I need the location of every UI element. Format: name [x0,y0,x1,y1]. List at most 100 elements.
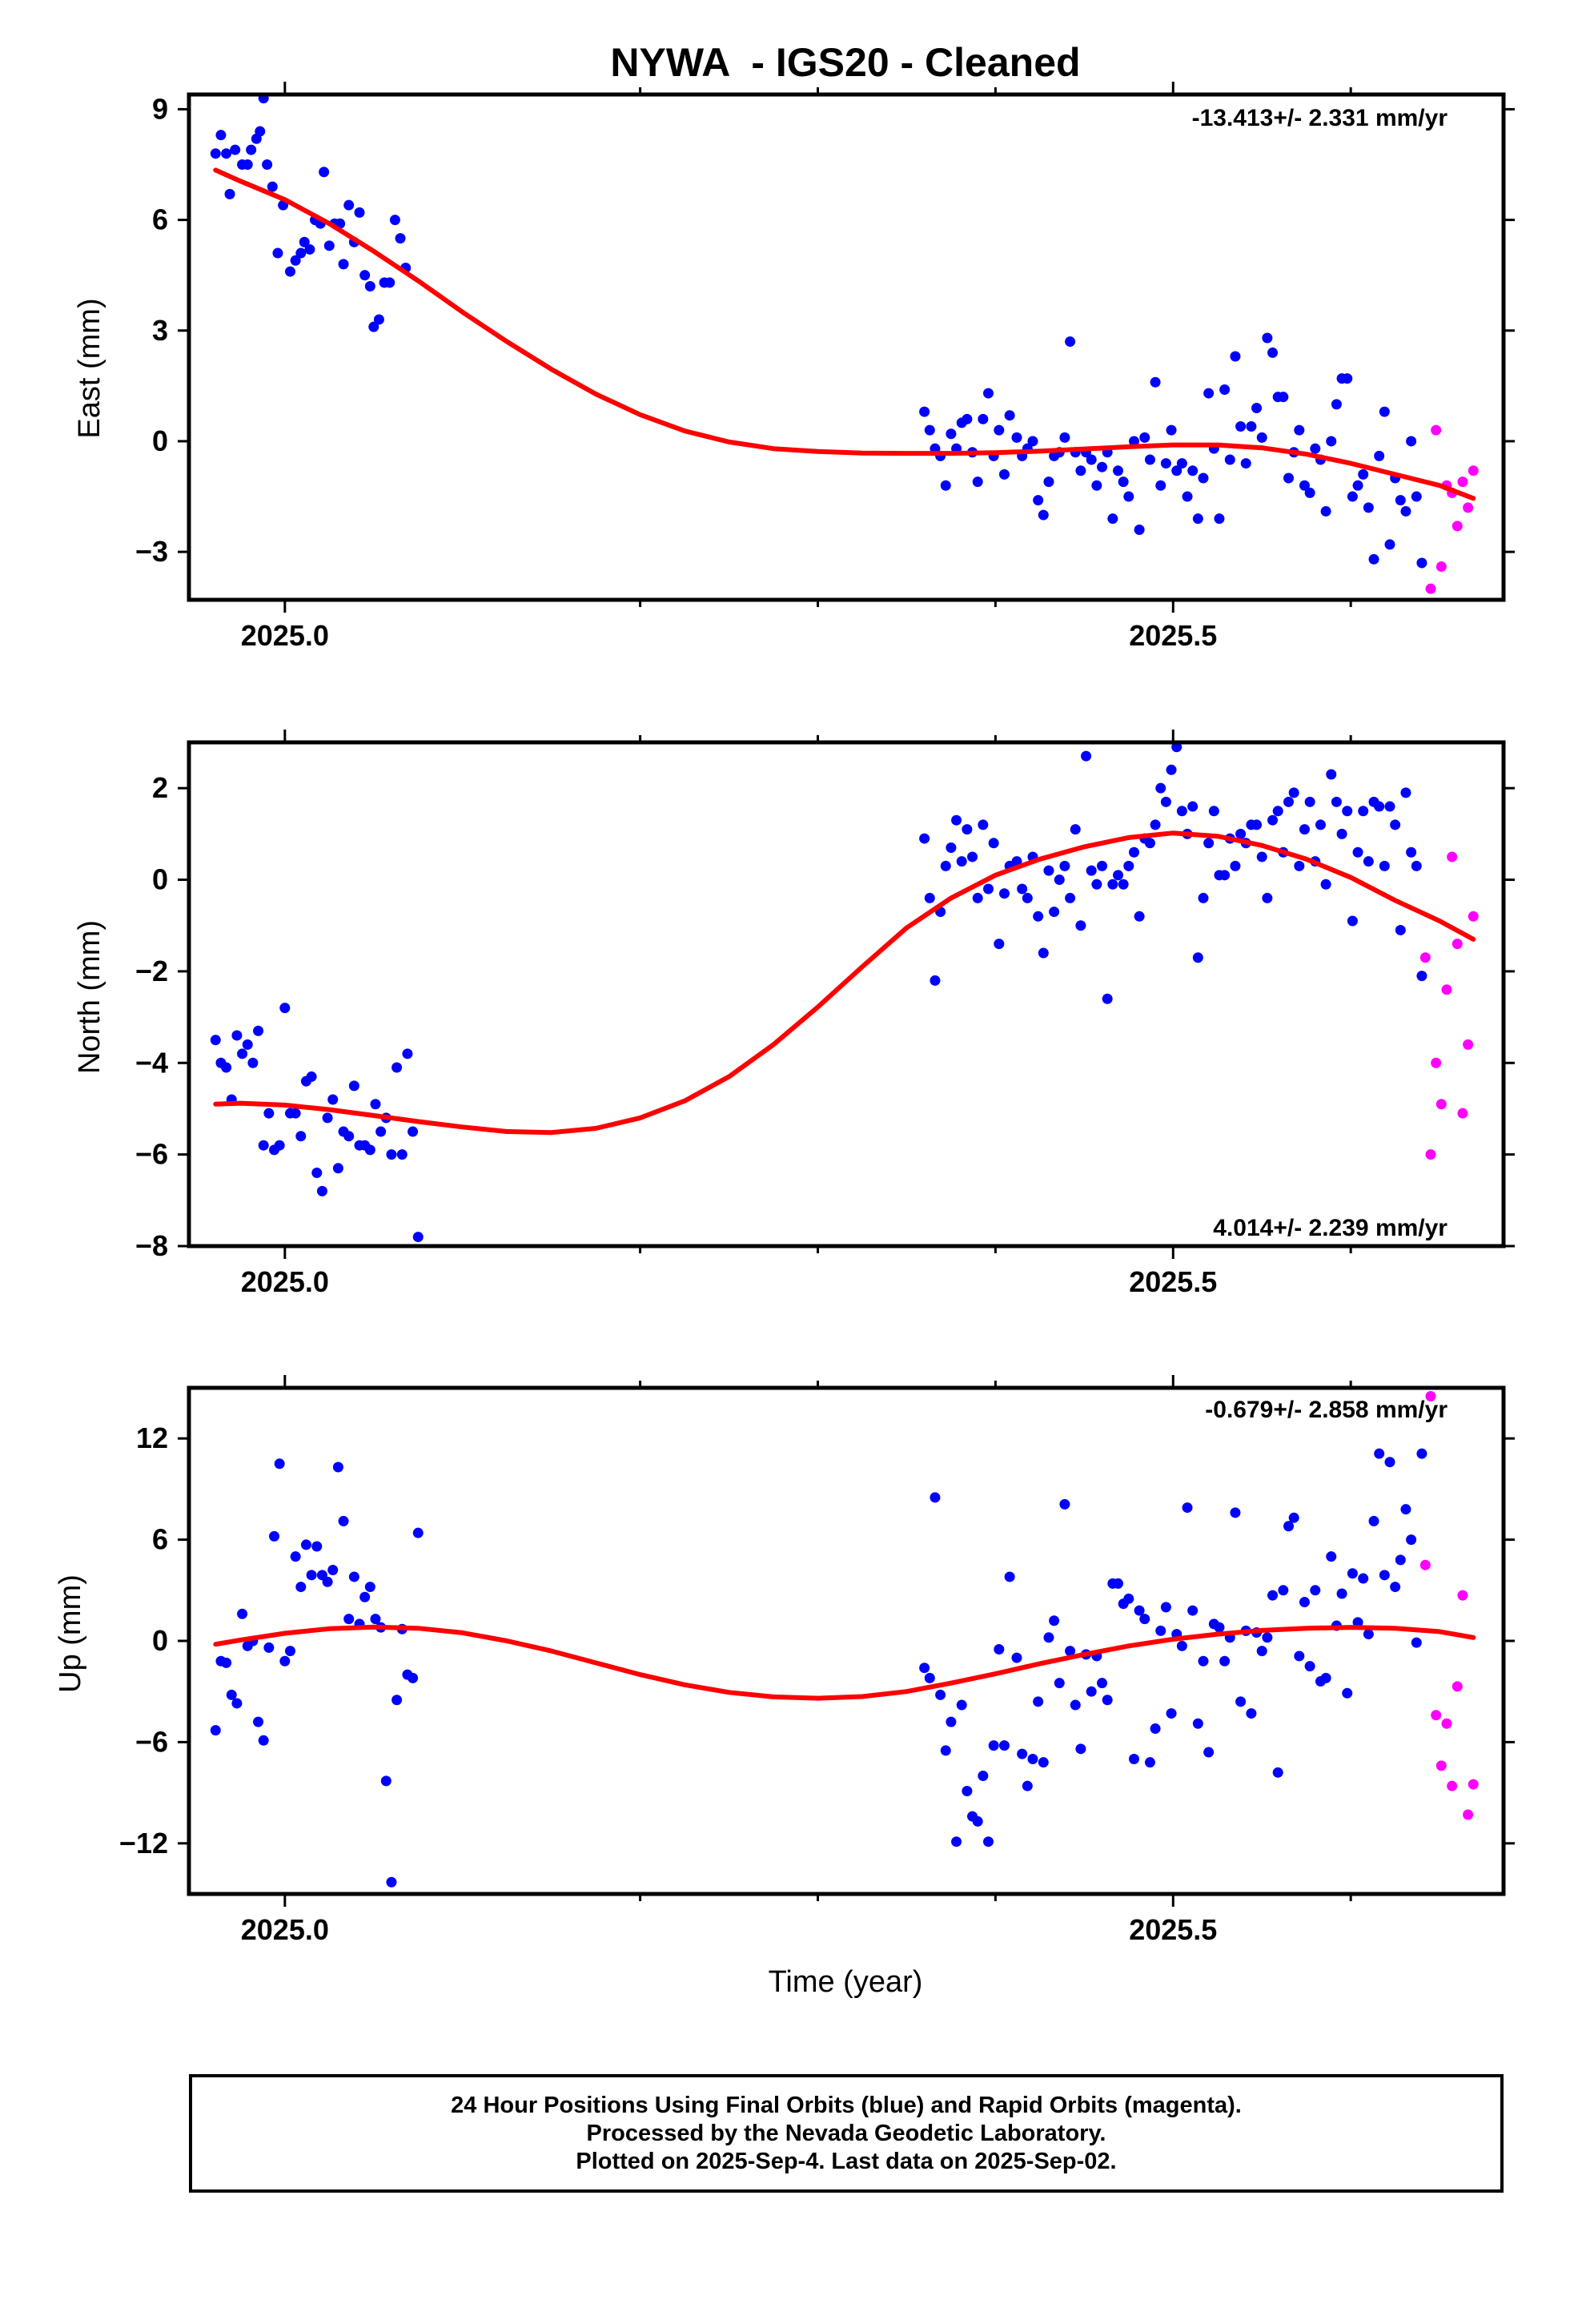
north-final-point [1267,814,1279,826]
north-final-point [1038,947,1049,959]
east-final-point [1235,421,1247,432]
up-final-point [1400,1504,1411,1515]
north-model-curve [213,830,1476,1136]
east-final-point [368,321,379,332]
up-final-point [343,1614,355,1625]
up-final-point [1262,1632,1273,1643]
up-final-point [1310,1585,1321,1596]
east-final-point [1230,351,1241,362]
up-final-point [1406,1534,1417,1546]
east-xtick-label: 2025.0 [241,619,329,652]
up-final-point [1192,1718,1203,1729]
north-final-point [1043,865,1054,876]
up-final-point [1022,1780,1033,1791]
east-final-point [1144,454,1155,465]
up-final-point [998,1740,1010,1751]
up-panel: Up (mm) -0.679+/- 2.858 mm/yr Time (year… [54,1375,1515,1999]
footer-line-2: Processed by the Nevada Geodetic Laborat… [586,2121,1106,2146]
up-final-point [1352,1617,1363,1628]
east-final-point [946,428,957,440]
east-final-point [1134,524,1145,535]
up-final-point [1075,1743,1086,1755]
north-final-point [327,1094,339,1105]
east-final-point [255,126,266,137]
north-final-point [210,1035,221,1046]
up-final-point [311,1541,323,1552]
up-final-point [1283,1521,1295,1532]
up-final-point [1256,1646,1267,1657]
north-rapid-point [1431,1057,1442,1068]
up-rapid-point [1425,1391,1436,1402]
up-rapid-point [1441,1718,1452,1729]
east-final-point [319,167,330,178]
north-final-point [998,888,1010,899]
up-rapid-point [1419,1559,1431,1570]
north-final-point [408,1126,419,1137]
up-final-point [1070,1699,1081,1711]
east-final-point [1363,502,1374,513]
up-final-point [1198,1655,1209,1667]
east-final-point [1214,513,1225,525]
up-final-point [1278,1585,1289,1596]
north-rapid-point [1441,984,1452,995]
east-final-point [1374,450,1385,461]
north-rapid-point [1463,1039,1474,1050]
north-final-point [1150,819,1161,830]
north-final-point [1059,860,1070,871]
up-final-point [1363,1629,1374,1640]
north-final-point [279,1003,291,1014]
east-final-point [972,476,983,488]
up-final-point [359,1591,371,1602]
north-final-point [951,814,962,826]
up-final-point [1246,1708,1257,1719]
x-axis-label: Time (year) [769,1965,923,1999]
north-final-point [1123,860,1134,871]
north-final-point [994,939,1005,950]
north-final-point [290,1108,301,1119]
north-final-point [1112,870,1123,881]
up-final-point [1390,1582,1401,1593]
east-rapid-point [1452,521,1463,532]
east-ytick-label: 9 [152,92,168,125]
north-final-point [978,819,989,830]
east-final-point [1304,487,1315,498]
east-final-point [359,270,371,281]
north-final-point [1081,750,1092,762]
north-rate-label: 4.014+/- 2.239 mm/yr [1213,1215,1447,1241]
east-final-point [1160,458,1171,469]
up-final-point [1395,1554,1406,1566]
north-final-point [396,1149,408,1160]
north-final-point [1336,828,1347,839]
east-ytick-label: 6 [152,203,168,236]
north-points [210,742,1479,1243]
east-final-point [1246,421,1257,432]
north-final-point [412,1232,424,1243]
north-final-point [348,1080,359,1092]
up-final-point [1160,1602,1171,1613]
north-final-point [1208,806,1219,817]
north-final-point [919,833,930,844]
up-final-point [1299,1597,1310,1608]
east-final-point [230,144,241,155]
north-final-point [343,1131,355,1142]
east-final-point [1075,465,1086,476]
east-final-point [1097,461,1108,472]
north-final-point [1054,875,1065,886]
up-final-point [1043,1632,1054,1643]
north-final-point [1134,911,1145,922]
east-final-point [1384,539,1395,550]
up-final-point [1230,1507,1241,1518]
north-final-point [1187,801,1199,812]
up-final-point [295,1582,307,1593]
north-final-point [221,1062,232,1073]
east-plot-frame [187,92,1506,602]
north-final-point [1097,860,1108,871]
up-rapid-point [1468,1779,1479,1790]
up-final-point [1336,1588,1347,1599]
east-panel: East (mm) -13.413+/- 2.331 mm/yr −3 0 3 6 9 2… [73,82,1515,652]
east-final-point [1107,513,1118,525]
up-final-point [284,1646,295,1657]
up-final-point [1235,1696,1247,1707]
up-final-point [951,1836,962,1848]
north-ytick-label: 2 [152,771,168,804]
